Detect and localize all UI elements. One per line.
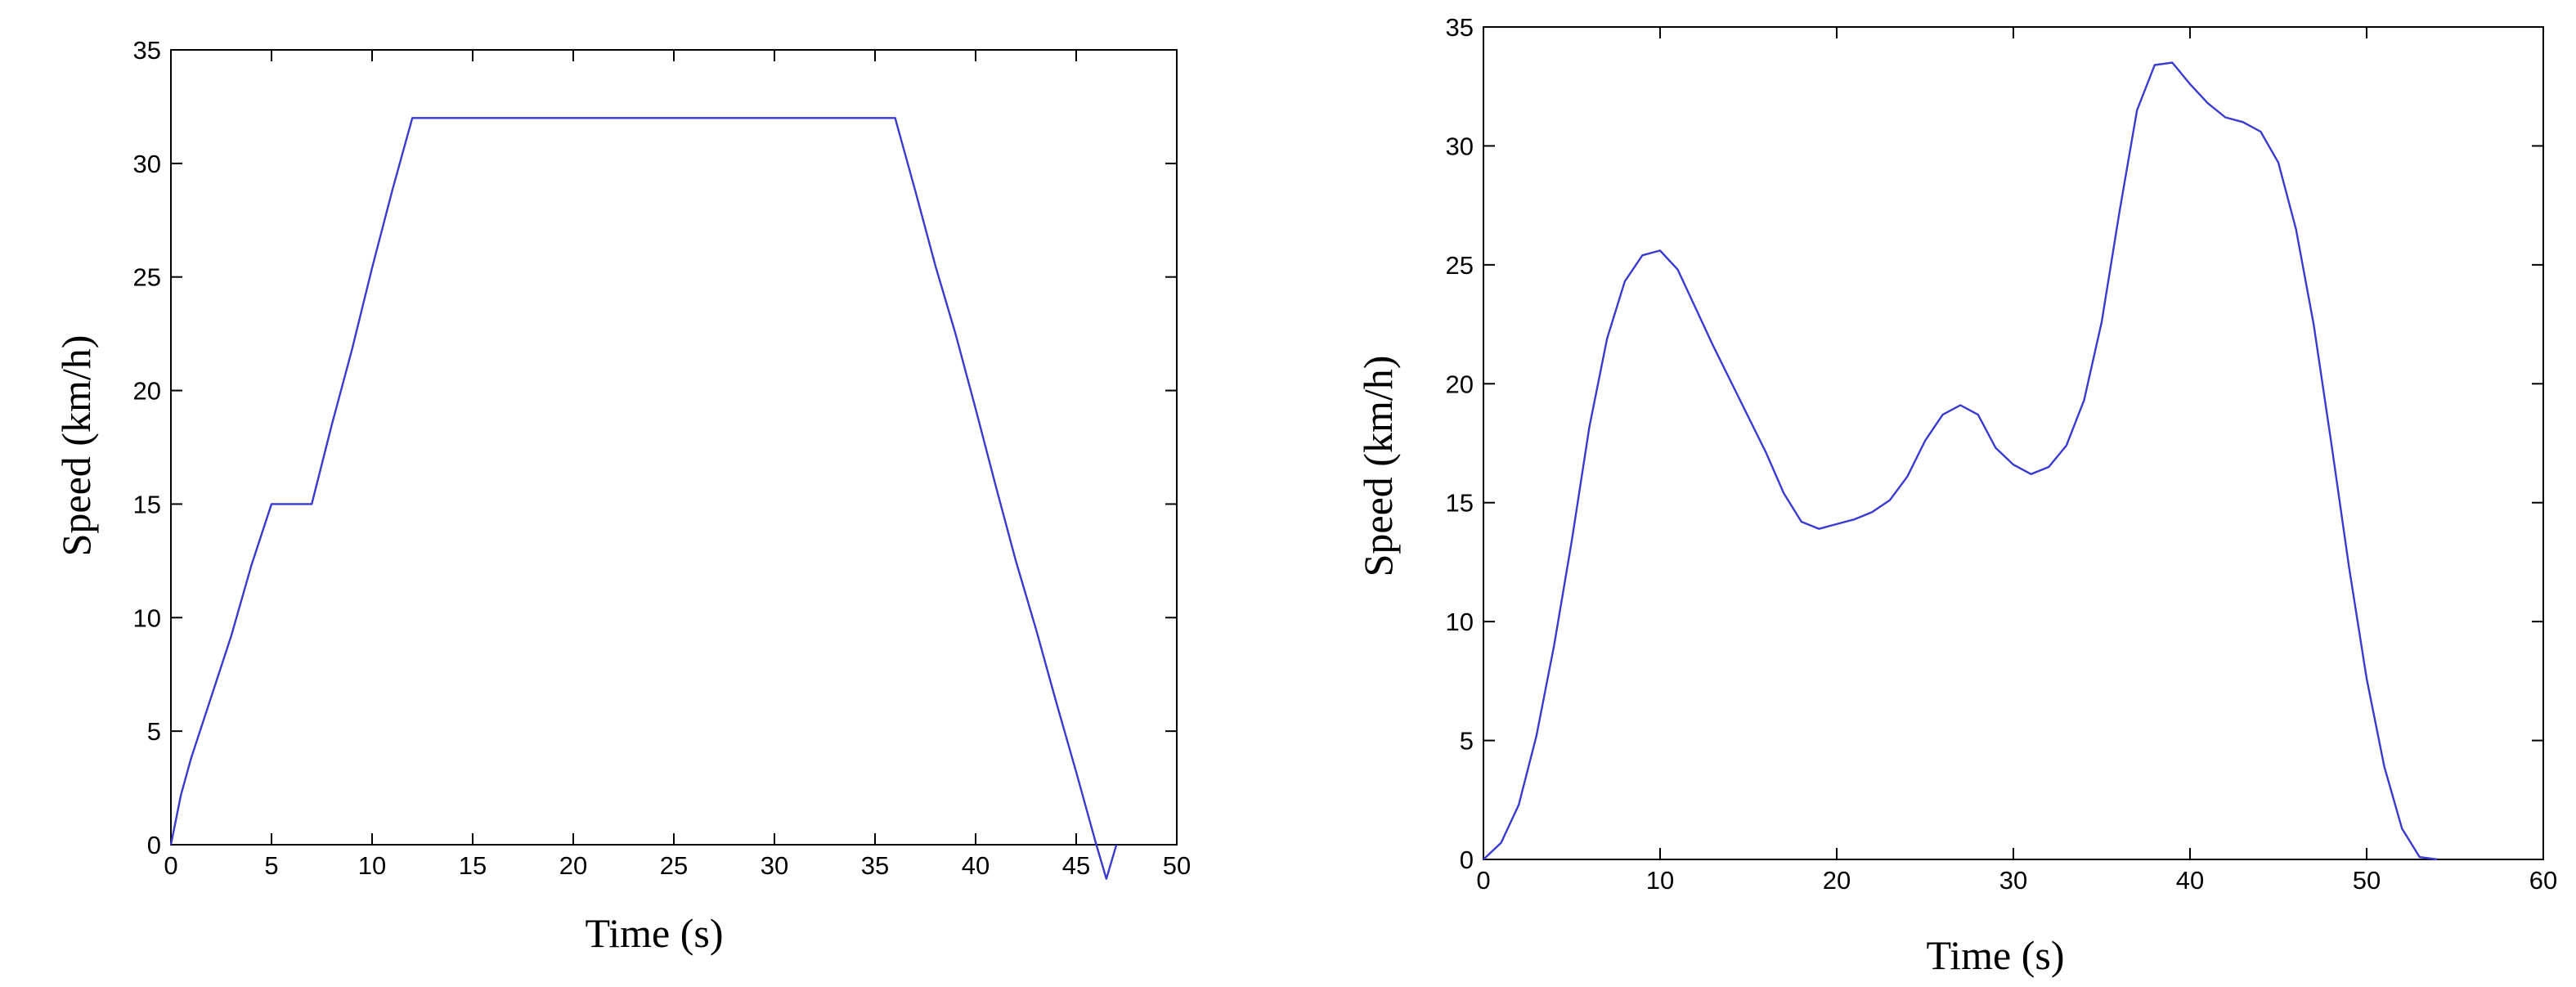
y-tick-labels-right: 0 5 10 15 20 25 30 35	[1446, 13, 1474, 874]
series-layer-right	[1483, 61, 2438, 861]
y-tick-label-left: 20	[133, 377, 161, 406]
plot-frame-right	[1483, 26, 2544, 860]
y-tick-label-right: 20	[1446, 370, 1474, 398]
y-tick-label-right: 0	[1460, 846, 1474, 874]
y-tick-label-left: 0	[147, 831, 161, 859]
y-tick-label-right: 15	[1446, 489, 1474, 518]
y-tick-labels-left: 0 5 10 15 20 25 30 35	[133, 36, 161, 859]
x-tick-label-left: 10	[358, 851, 386, 880]
chart-right: 0 10 20 30 40 50 60 0 5 10 15 20 25 30 35 Time (s) Sp…	[1355, 13, 2557, 978]
x-tick-label-right: 20	[1823, 866, 1851, 895]
y-tick-label-left: 5	[147, 717, 161, 746]
y-tick-label-left: 15	[133, 490, 161, 518]
x-tick-label-right: 0	[1476, 866, 1490, 895]
y-tick-label-left: 35	[133, 36, 161, 65]
y-tick-label-right: 10	[1446, 608, 1474, 636]
y-tick-label-left: 30	[133, 150, 161, 178]
x-tick-label-right: 30	[1999, 866, 2027, 895]
y-axis-label-left: Speed (km/h)	[53, 335, 99, 557]
x-tick-label-left: 25	[660, 851, 688, 880]
x-tick-label-left: 15	[459, 851, 487, 880]
speed-series-line-left	[169, 117, 1118, 880]
speed-series-line-right	[1483, 61, 2438, 861]
series-layer-left	[169, 117, 1118, 880]
x-axis-label-right: Time (s)	[1926, 932, 2064, 978]
x-tick-label-left: 5	[264, 851, 278, 880]
x-tick-label-left: 35	[861, 851, 889, 880]
x-axis-label-left: Time (s)	[585, 910, 723, 956]
x-tick-label-right: 50	[2353, 866, 2381, 895]
chart-left: 0 5 10 15 20 25 30 35 40 45 50 0 5 10 15 20 25 30 35 Time…	[53, 36, 1191, 956]
y-tick-label-left: 25	[133, 263, 161, 292]
plot-frame-left	[170, 49, 1178, 846]
x-tick-label-left: 20	[559, 851, 587, 880]
x-tick-label-left: 40	[962, 851, 990, 880]
y-tick-label-right: 30	[1446, 132, 1474, 160]
x-tick-label-left: 45	[1062, 851, 1090, 880]
x-tick-label-right: 60	[2529, 866, 2557, 895]
y-tick-label-left: 10	[133, 603, 161, 632]
tick-marks-left	[170, 49, 1178, 846]
x-tick-label-left: 30	[761, 851, 788, 880]
x-tick-label-left: 50	[1163, 851, 1191, 880]
y-tick-label-right: 25	[1446, 251, 1474, 280]
x-tick-label-right: 10	[1646, 866, 1674, 895]
x-tick-labels-right: 0 10 20 30 40 50 60	[1476, 866, 2557, 895]
x-tick-label-right: 40	[2176, 866, 2204, 895]
y-axis-label-right: Speed (km/h)	[1355, 356, 1401, 577]
y-tick-label-right: 35	[1446, 13, 1474, 42]
y-tick-label-right: 5	[1460, 727, 1474, 756]
tick-marks-right	[1483, 26, 2544, 860]
x-tick-label-left: 0	[164, 851, 177, 880]
x-tick-labels-left: 0 5 10 15 20 25 30 35 40 45 50	[164, 851, 1191, 880]
